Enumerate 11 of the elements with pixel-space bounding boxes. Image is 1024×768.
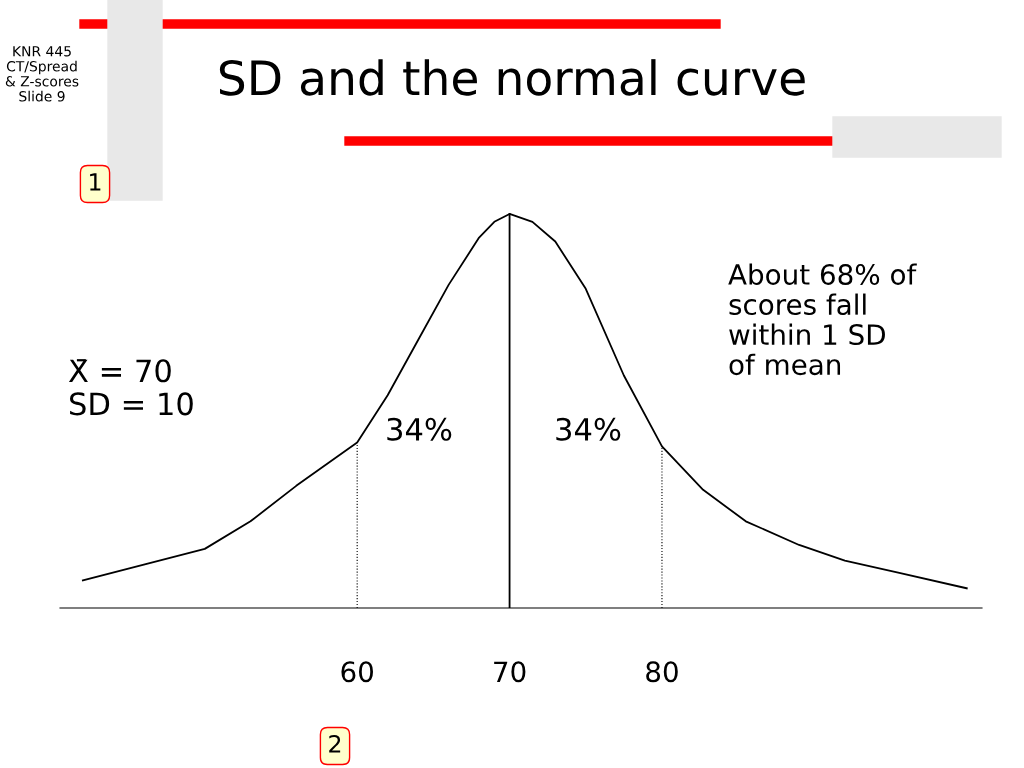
text: 1 xyxy=(90,173,101,191)
text: 2 xyxy=(329,734,341,753)
text: KNR 445 CT/Spread & Z-scores Slide 9 xyxy=(5,46,79,102)
annotation: 34% xyxy=(387,417,452,441)
x-tick-label: 70 xyxy=(494,661,526,683)
annotation: 34% xyxy=(556,417,621,441)
chart-title: SD and the normal curve xyxy=(219,59,805,96)
annotation: X̄ = 70 SD = 10 xyxy=(68,359,193,416)
x-tick-label: 60 xyxy=(341,661,373,683)
x-tick-label: 80 xyxy=(646,661,678,683)
annotation: About 68% of scores fall within 1 SD of mean xyxy=(728,263,917,376)
